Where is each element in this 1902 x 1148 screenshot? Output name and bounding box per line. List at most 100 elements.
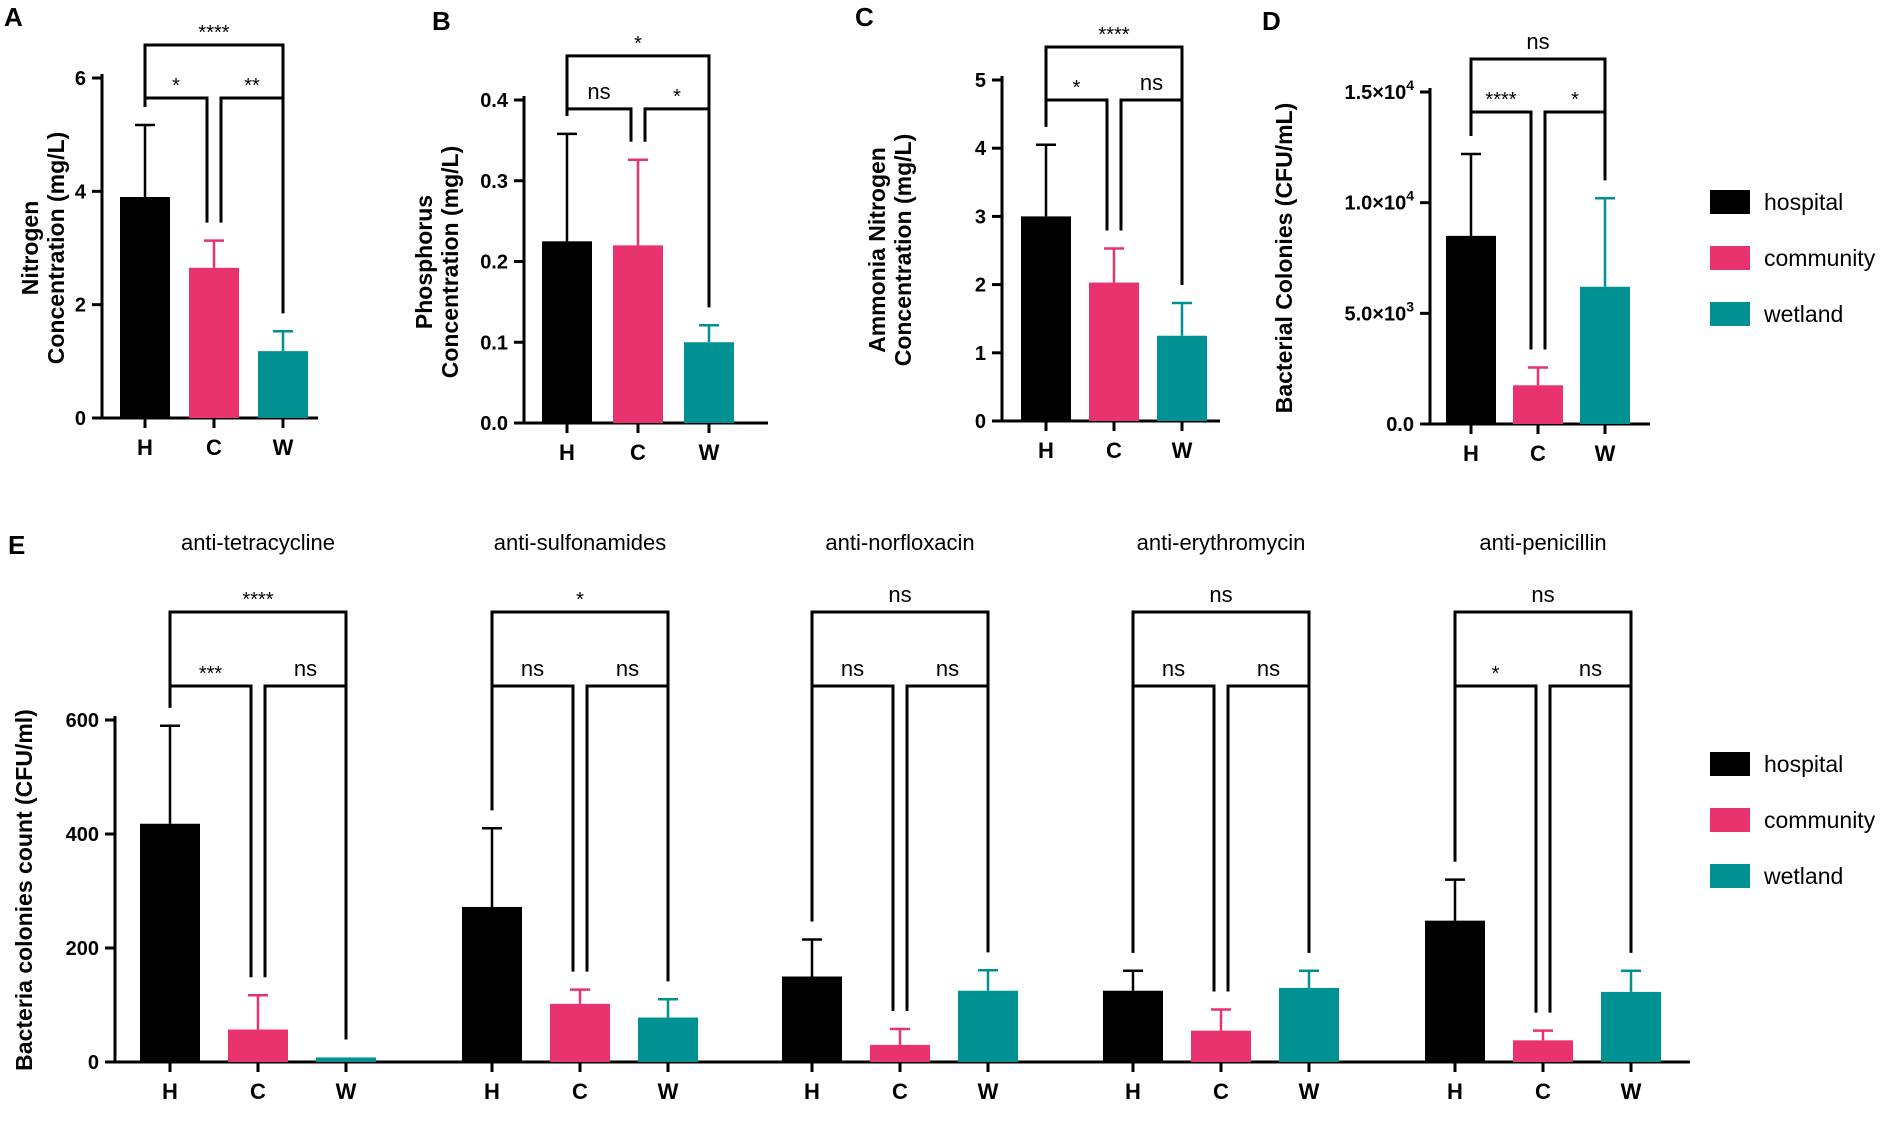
panel-e-group-4-xlabel-w: W	[1299, 1079, 1320, 1104]
panel-b-ytick-label-0: 0.0	[480, 413, 508, 435]
panel-c-ytick-label-0: 0	[975, 411, 986, 433]
panel-e-group-2-bar-h	[462, 906, 522, 1062]
panel-e-group-2-xlabel-h: H	[484, 1079, 500, 1104]
panel-c-significance-1: *	[1073, 77, 1081, 99]
panel-c-significance-3: ****	[1098, 24, 1129, 46]
panel-c: C Ammonia Nitrogen Concentration (mg/L) 0 1 2…	[855, 2, 1220, 463]
legend-top: hospital community wetland	[1710, 189, 1876, 327]
panel-e-group-2-bracket-3	[490, 610, 670, 982]
panel-e-group-4-bracket-2	[1226, 684, 1311, 992]
panel-e-group-3-bracket-3	[810, 610, 990, 953]
panel-a-ytick-label-1: 2	[75, 295, 86, 317]
panel-a-xlabel-h: H	[137, 435, 153, 460]
panel-d-ylabel-line-1: Bacterial Colonies (CFU/mL)	[1271, 103, 1297, 414]
panel-e-group-2-xlabel-c: C	[572, 1079, 588, 1104]
legend-top-label-hospital: hospital	[1764, 189, 1843, 215]
panel-e-group-3-xlabel-w: W	[978, 1079, 999, 1104]
panel-e-group-1-xlabel-h: H	[162, 1079, 178, 1104]
panel-c-ytick-label-2: 2	[975, 275, 986, 297]
panel-e-group-3-title: anti-norfloxacin	[825, 530, 974, 555]
legend-top-swatch-community	[1710, 246, 1750, 270]
panel-e-group-1-bar-h	[140, 823, 200, 1062]
panel-e-group-1-bracket-2	[263, 684, 348, 1040]
panel-c-bar-w	[1157, 335, 1207, 421]
panel-e-group-3-significance-3: ns	[888, 582, 911, 607]
panel-b: B Phosphorus Concentration (mg/L) 0.0 0.1 0.2…	[411, 6, 768, 465]
panel-b-bar-c	[613, 245, 663, 423]
panel-e-group-5-xlabel-c: C	[1535, 1079, 1551, 1104]
panel-c-xlabel-w: W	[1172, 438, 1193, 463]
panel-a-bar-c	[189, 267, 239, 418]
panel-b-bar-h	[542, 241, 592, 423]
panel-c-ytick-label-1: 1	[975, 343, 986, 365]
panel-e-group-2-significance-3: *	[576, 589, 584, 611]
panel-c-xlabel-h: H	[1038, 438, 1054, 463]
panel-d-significance-2: *	[1571, 89, 1579, 111]
panel-c-ylabel-line-2: Concentration (mg/L)	[890, 134, 916, 367]
panel-e-group-5-bar-w	[1601, 991, 1661, 1062]
panel-c-xlabel-c: C	[1106, 438, 1122, 463]
panel-e-group-1-xlabel-w: W	[336, 1079, 357, 1104]
panel-d-bar-h	[1446, 235, 1496, 424]
panel-e-group-4-significance-3: ns	[1209, 582, 1232, 607]
panel-a-ytick-label-3: 6	[75, 68, 86, 90]
legend-top-label-wetland: wetland	[1763, 301, 1843, 327]
panel-b-ytick-label-3: 0.3	[480, 171, 508, 193]
panel-e-group-4-significance-2: ns	[1257, 656, 1280, 681]
panel-c-bar-h	[1021, 216, 1071, 421]
panel-c-significance-2: ns	[1140, 70, 1163, 95]
panel-e-group-4-bar-h	[1103, 990, 1163, 1062]
legend-bottom-swatch-community	[1710, 808, 1750, 832]
panel-d-bracket-3	[1469, 57, 1607, 181]
panel-d-ytick-label-1: 5.0×103	[1344, 298, 1414, 325]
panel-e-ytick-label-0: 0	[88, 1052, 99, 1074]
panel-e-group-2-significance-2: ns	[616, 656, 639, 681]
panel-e-group-5-xlabel-h: H	[1447, 1079, 1463, 1104]
panel-a-ytick-label-0: 0	[75, 408, 86, 430]
panel-d-bar-c	[1513, 385, 1563, 424]
panel-b-bracket-1	[565, 107, 633, 142]
panel-b-bar-w	[684, 342, 734, 423]
panel-e-group-5-bracket-3	[1453, 610, 1633, 953]
panel-d-xlabel-c: C	[1530, 441, 1546, 466]
panel-e-group-5-bracket-2	[1548, 684, 1633, 1013]
panel-e-group-1-xlabel-c: C	[250, 1079, 266, 1104]
panel-b-ytick-label-4: 0.4	[480, 90, 509, 112]
legend-bottom-label-hospital: hospital	[1764, 751, 1843, 777]
panel-e-group-2-bar-w	[638, 1017, 698, 1062]
panel-e-group-3-xlabel-c: C	[892, 1079, 908, 1104]
panel-c-bracket-3	[1044, 45, 1184, 286]
panel-e-group-5-title: anti-penicillin	[1479, 530, 1606, 555]
panel-e-group-4-bar-c	[1191, 1030, 1251, 1062]
panel-c-bracket-1	[1044, 98, 1109, 231]
panel-e-group-2-title: anti-sulfonamides	[494, 530, 666, 555]
legend-bottom-label-wetland: wetland	[1763, 863, 1843, 889]
panel-e-group-3-bracket-1	[810, 684, 895, 1011]
panel-e-group-4-xlabel-h: H	[1125, 1079, 1141, 1104]
panel-c-ytick-label-3: 3	[975, 206, 986, 228]
panel-b-xlabel-w: W	[699, 440, 720, 465]
panel-b-ytick-label-1: 0.1	[480, 332, 508, 354]
panel-e-group-2-bracket-2	[585, 684, 670, 982]
panel-e-group-3-significance-2: ns	[936, 656, 959, 681]
panel-e-group-3-xlabel-h: H	[804, 1079, 820, 1104]
panel-e-group-5-significance-2: ns	[1579, 656, 1602, 681]
panel-a-significance-1: *	[172, 75, 180, 97]
legend-top-swatch-hospital	[1710, 190, 1750, 214]
panel-e-group-1-bracket-3	[168, 610, 348, 1040]
panel-b-ylabel-line-1: Phosphorus	[411, 195, 437, 329]
panel-e-group-3-significance-1: ns	[841, 656, 864, 681]
panel-a-ytick-label-2: 4	[75, 181, 87, 203]
panel-d-significance-3: ns	[1526, 29, 1549, 54]
panel-d-xlabel-w: W	[1595, 441, 1616, 466]
panel-c-ytick-label-5: 5	[975, 70, 986, 92]
panel-b-bracket-3	[565, 54, 711, 308]
panel-e-ytick-label-3: 600	[66, 710, 99, 732]
panel-a-bracket-3	[143, 43, 285, 314]
legend-bottom-swatch-wetland	[1710, 864, 1750, 888]
